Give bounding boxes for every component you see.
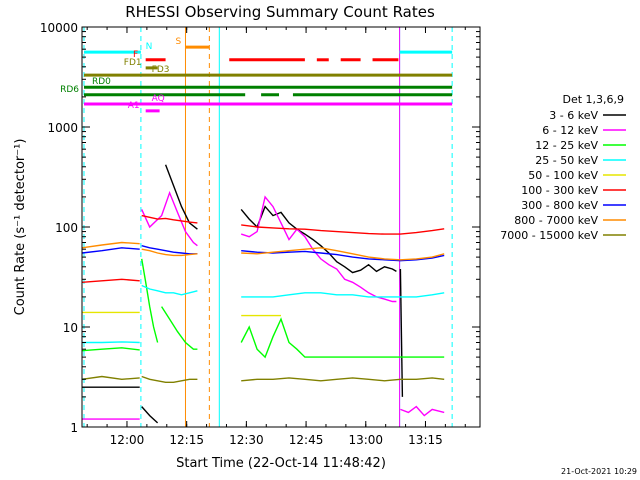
series-lines <box>82 164 445 424</box>
legend-entry-label: 12 - 25 keV <box>535 139 598 152</box>
legend-entry-label: 50 - 100 keV <box>528 169 598 182</box>
flag-aq: AQ <box>83 94 453 106</box>
series-line <box>141 248 198 257</box>
series-100-300-kev <box>82 214 445 283</box>
series-800-7000-kev <box>82 241 445 261</box>
x-tick-label: 12:30 <box>229 433 264 447</box>
x-tick-label: 12:00 <box>110 433 145 447</box>
footer-timestamp: 21-Oct-2021 10:29 <box>561 467 637 476</box>
legend-entry-label: 3 - 6 keV <box>549 109 598 122</box>
legend-entry-label: 300 - 800 keV <box>521 199 598 212</box>
y-axis-label: Count Rate (s⁻¹ detector⁻¹) <box>13 139 28 316</box>
y-tick-label: 10000 <box>40 21 78 35</box>
series-line <box>82 241 140 249</box>
y-tick-label: 1 <box>70 421 78 435</box>
legend-entry-label: 7000 - 15000 keV <box>500 229 598 242</box>
series-line <box>141 258 159 343</box>
x-axis-ticks: 12:00 12:15 12:30 12:45 13:00 13:15 <box>86 27 466 447</box>
series-line <box>141 190 198 247</box>
series-line <box>141 245 198 255</box>
flag-rd6: RD6 <box>60 85 453 97</box>
x-tick-label: 12:45 <box>289 433 324 447</box>
series-line <box>400 405 445 417</box>
series-line <box>141 214 198 224</box>
flag-label: FD1 <box>124 58 142 68</box>
legend-entry-label: 6 - 12 keV <box>542 124 598 137</box>
legend-title: Det 1,3,6,9 <box>562 93 624 106</box>
flag-label: N <box>146 42 153 52</box>
flag-fd1: FD1 <box>124 58 158 70</box>
series-line <box>240 317 445 359</box>
chart-title: RHESSI Observing Summary Count Rates <box>125 3 435 21</box>
series-line <box>141 375 198 383</box>
y-axis-ticks: 1 10 100 1000 10000 <box>40 21 480 435</box>
legend-entry-label: 25 - 50 keV <box>535 154 598 167</box>
series-line <box>82 278 140 283</box>
legend-entry-label: 100 - 300 keV <box>521 184 598 197</box>
x-tick-label: 13:00 <box>348 433 383 447</box>
flag-label: AQ <box>152 94 165 104</box>
series-6-12-kev <box>82 190 445 420</box>
series-3-6-kev <box>82 164 404 424</box>
y-tick-label: 100 <box>55 221 78 235</box>
series-line <box>399 268 404 397</box>
flag-label: RD6 <box>60 85 79 95</box>
y-tick-label: 10 <box>63 321 78 335</box>
series-line <box>82 375 140 381</box>
series-line <box>241 247 445 261</box>
flag-label: A1 <box>128 101 140 111</box>
flag-n: N <box>83 42 453 54</box>
series-line <box>241 377 445 382</box>
series-line <box>141 406 159 424</box>
series-line <box>241 292 445 298</box>
series-line <box>241 250 445 262</box>
legend-entry-label: 800 - 7000 keV <box>514 214 598 227</box>
series-line <box>82 247 140 254</box>
series-line <box>82 341 140 344</box>
series-25-50-kev <box>82 284 445 344</box>
series-12-25-kev <box>82 258 445 359</box>
series-line <box>164 164 198 230</box>
flag-s: S <box>176 37 210 49</box>
series-300-800-kev <box>82 245 445 262</box>
flag-label: S <box>176 37 182 47</box>
y-tick-label: 1000 <box>47 121 78 135</box>
x-tick-label: 13:15 <box>408 433 443 447</box>
flag-rd0: RD0 <box>83 77 453 89</box>
series-line <box>240 195 397 303</box>
x-tick-label: 12:15 <box>169 433 204 447</box>
series-line <box>161 306 198 350</box>
flag-label: FD3 <box>152 65 170 75</box>
flag-label: RD0 <box>92 77 111 87</box>
flag-label: F <box>133 50 138 60</box>
flag-a1: A1 <box>128 101 160 113</box>
x-axis-label: Start Time (22-Oct-14 11:48:42) <box>176 456 386 471</box>
series-line <box>82 347 140 352</box>
series-line <box>241 224 445 235</box>
flag-fd3: FD3 <box>83 65 453 77</box>
series-line <box>141 284 198 296</box>
series-line <box>240 205 397 274</box>
series-7000-15000-kev <box>82 375 445 383</box>
flag-f: F <box>133 50 399 62</box>
series-50-100-kev <box>82 311 281 317</box>
legend: Det 1,3,6,9 3 - 6 keV 6 - 12 keV 12 - 25 k… <box>500 93 626 242</box>
